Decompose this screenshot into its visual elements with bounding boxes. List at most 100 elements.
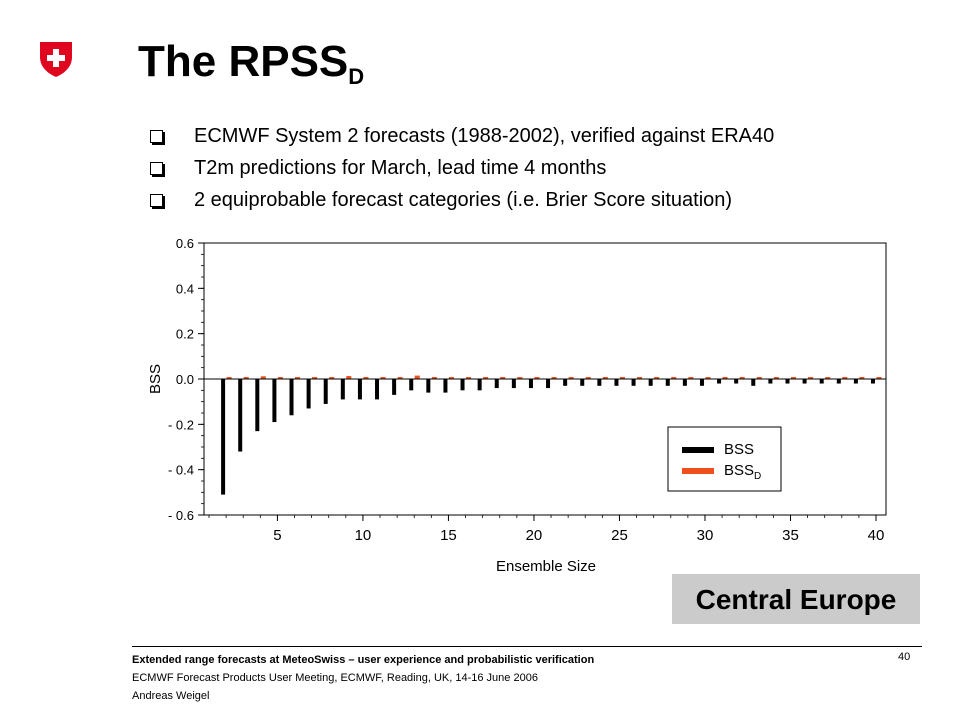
x-tick-label: 15 [440, 527, 457, 544]
footer-meeting: ECMWF Forecast Products User Meeting, EC… [132, 672, 538, 684]
bss-bar [836, 379, 841, 384]
bss-bar [255, 379, 260, 432]
slide-title: The RPSSD [138, 30, 364, 109]
bss-bar [819, 379, 824, 384]
bss-bar [528, 379, 533, 389]
bullet-text: T2m predictions for March, lead time 4 m… [194, 157, 607, 179]
y-tick-label: 0.6 [176, 236, 194, 251]
bssd-bar [363, 377, 369, 379]
bss-bar [717, 379, 722, 384]
bss-bar [409, 379, 414, 391]
y-tick-label: 0.2 [176, 327, 194, 342]
y-tick-label: - 0.6 [168, 508, 194, 523]
checkbox-bullet-icon [150, 162, 163, 175]
x-axis-label: Ensemble Size [496, 558, 596, 575]
x-tick-label: 5 [273, 527, 281, 544]
bss-bar [494, 379, 499, 389]
bssd-bar [688, 377, 694, 379]
bssd-bar [346, 376, 352, 379]
bss-bar [614, 379, 619, 386]
footer-heading: Extended range forecasts at MeteoSwiss –… [132, 654, 595, 666]
x-tick-label: 40 [868, 527, 885, 544]
bss-bar [306, 379, 311, 409]
legend-label-bssd: BSSD [724, 462, 761, 482]
bss-bar [289, 379, 294, 416]
bss-bar [546, 379, 551, 389]
y-tick-label: 0.0 [176, 372, 194, 387]
bssd-bar [243, 377, 249, 379]
bssd-bar [842, 377, 848, 379]
slide-title-text: The RPSS [138, 37, 349, 86]
bss-bar [665, 379, 670, 386]
footer-divider [132, 646, 922, 647]
bssd-bar [483, 377, 489, 379]
bssd-bar [448, 377, 454, 379]
bss-bar [648, 379, 653, 386]
bss-bar [734, 379, 739, 384]
page-number: 40 [898, 651, 911, 663]
bullet-item: 2 equiprobable forecast categories (i.e.… [150, 184, 774, 216]
x-tick-label: 20 [526, 527, 543, 544]
footer: Extended range forecasts at MeteoSwiss –… [132, 651, 594, 705]
bssd-bar [876, 377, 882, 379]
bss-chart: 0.6 0.4 0.2 0.0 - 0.2 - 0.4 - 0.6 5 10 15 20 25 30 35… [147, 236, 887, 575]
bssd-bar [260, 376, 266, 379]
bss-bar [357, 379, 362, 400]
bss-bar [477, 379, 482, 391]
bullet-list: ECMWF System 2 forecasts (1988-2002), ve… [150, 120, 774, 216]
bssd-bar [671, 377, 677, 379]
bssd-bar [397, 377, 403, 379]
y-tick-label: - 0.2 [168, 417, 194, 432]
legend-label-bssd-subscript: D [754, 471, 761, 482]
region-badge: Central Europe [672, 574, 920, 624]
bss-bar [392, 379, 397, 395]
y-tick-label: 0.4 [176, 281, 194, 296]
bss-bar [443, 379, 448, 393]
bssd-bar [637, 377, 643, 379]
bssd-bar [705, 377, 711, 379]
x-tick-label: 25 [611, 527, 628, 544]
bss-bar [238, 379, 243, 452]
bss-bar [682, 379, 687, 386]
legend-swatch-bssd [682, 468, 714, 474]
legend: BSS BSSD [667, 426, 782, 492]
bss-bar [699, 379, 704, 386]
bss-bar [221, 379, 226, 495]
bss-bar [460, 379, 465, 391]
bssd-bar [739, 377, 745, 379]
bss-bar [426, 379, 431, 393]
bssd-bar [431, 377, 437, 379]
slide-title-subscript: D [348, 64, 365, 89]
bssd-bar [825, 377, 831, 379]
bssd-bar [551, 377, 557, 379]
bssd-bar [654, 377, 660, 379]
x-tick-label: 30 [697, 527, 714, 544]
bssd-bar [568, 377, 574, 379]
legend-label-bss: BSS [724, 441, 754, 458]
bssd-bar [500, 377, 506, 379]
legend-swatch-bss [682, 447, 714, 453]
bssd-bar [859, 377, 865, 379]
bss-bar [375, 379, 380, 400]
bssd-bar [380, 377, 386, 379]
bss-bar [272, 379, 277, 423]
bss-bar [323, 379, 328, 404]
y-axis-label: BSS [147, 364, 164, 394]
bss-bar [853, 379, 858, 384]
bssd-bar [226, 377, 232, 379]
bssd-bar [756, 377, 762, 379]
bssd-bar [466, 377, 472, 379]
bullet-text: ECMWF System 2 forecasts (1988-2002), ve… [194, 125, 775, 147]
bss-bar [768, 379, 773, 384]
bssd-bar [517, 377, 523, 379]
bssd-bar [534, 377, 540, 379]
bss-bar [785, 379, 790, 384]
bss-bar [580, 379, 585, 386]
checkbox-bullet-icon [150, 130, 163, 143]
bssd-bar [808, 377, 814, 379]
bss-bar [597, 379, 602, 386]
bss-bar [751, 379, 756, 386]
legend-box [667, 426, 782, 492]
bullet-item: T2m predictions for March, lead time 4 m… [150, 152, 774, 184]
bss-bar [631, 379, 636, 386]
